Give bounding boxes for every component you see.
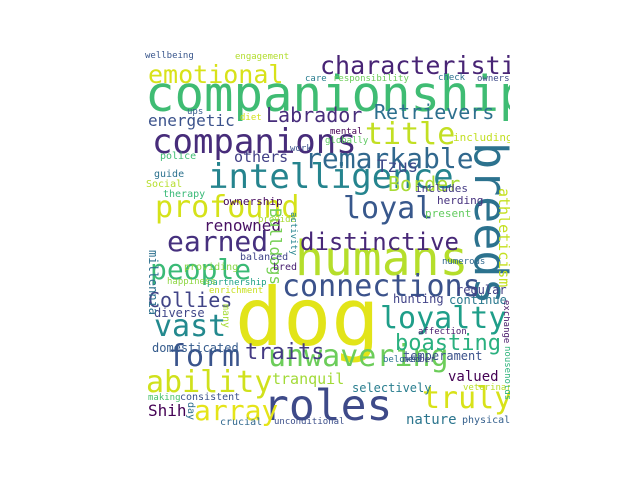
word: loyal: [343, 191, 434, 226]
word: work: [290, 144, 312, 154]
word: humans: [295, 231, 469, 287]
word: therapy: [163, 189, 206, 200]
word: provide: [258, 215, 296, 225]
word: vast: [154, 309, 227, 344]
word: array: [194, 394, 279, 427]
word: numerous: [442, 257, 486, 267]
word: regular: [456, 283, 507, 297]
word: including: [453, 131, 510, 144]
word: renowned: [204, 216, 282, 235]
word: providing: [184, 262, 239, 273]
word: police: [160, 151, 197, 162]
word: beloved: [383, 355, 421, 365]
word: affection: [418, 327, 467, 337]
word: emotional: [148, 60, 284, 89]
word: consistent: [180, 392, 241, 403]
word: day: [185, 402, 196, 421]
word: Tzus: [377, 157, 418, 177]
word: Labrador: [266, 103, 363, 127]
word: globally: [325, 136, 369, 146]
word: earned: [167, 225, 269, 258]
word: responsibility: [333, 74, 409, 84]
word: Social: [146, 179, 183, 190]
word: remarkable: [305, 142, 474, 175]
word: many: [220, 304, 231, 329]
word: diverse: [154, 306, 205, 320]
word: valued: [448, 369, 499, 385]
word: profound: [155, 190, 300, 225]
word: unwavering: [268, 339, 449, 374]
word: member: [403, 355, 436, 365]
word: intelligence: [208, 157, 454, 197]
word: hunting: [393, 292, 444, 306]
word: connections: [282, 269, 481, 304]
word: continue: [449, 293, 507, 307]
word: diet: [240, 113, 262, 123]
word: ability: [146, 365, 273, 400]
word: enrichment: [209, 286, 264, 296]
word: dog: [235, 271, 380, 364]
word: selectively: [352, 381, 432, 395]
word: partnership: [207, 278, 267, 288]
word: unconditional: [274, 417, 345, 427]
word: ownership: [223, 195, 283, 208]
word: balanced: [240, 252, 289, 263]
word: wellbeing: [145, 51, 194, 61]
word: exchange: [501, 300, 510, 344]
word: crucial: [220, 417, 263, 428]
word: companions: [152, 122, 357, 162]
word: Shih: [148, 401, 187, 420]
word: form: [168, 339, 241, 374]
word: temperament: [403, 349, 483, 363]
word: Retrievers: [374, 100, 495, 124]
word: tranquil: [272, 370, 345, 388]
word: herding: [437, 194, 484, 207]
word: households: [502, 346, 510, 401]
word: Border: [388, 172, 461, 196]
word: Bulldogs: [266, 208, 285, 286]
word: Collies: [148, 288, 233, 312]
word: breeds: [464, 142, 510, 305]
word: present: [425, 207, 472, 220]
word: mental: [330, 127, 363, 137]
word: guide: [154, 169, 185, 180]
word: care: [305, 74, 327, 84]
word: owners: [477, 74, 510, 84]
word: others: [234, 148, 289, 166]
word: energetic: [148, 111, 235, 130]
word: includes: [415, 182, 468, 195]
word: nature: [406, 412, 457, 428]
word: loyalty: [380, 301, 507, 336]
word: check: [438, 73, 466, 83]
word: athleticism: [495, 188, 510, 288]
word: companionship: [145, 66, 510, 123]
word: boasting: [395, 331, 501, 356]
word: happiness: [167, 277, 216, 287]
word: domesticated: [152, 341, 239, 355]
word: bred: [273, 262, 298, 273]
word: people: [150, 253, 252, 286]
word-cloud: companionship dog humans roles breeds co…: [140, 50, 510, 430]
word: activity: [288, 212, 298, 256]
word: making: [148, 393, 181, 403]
word: veterinary: [463, 383, 510, 393]
word: roles: [263, 381, 393, 430]
word: characteristics: [320, 51, 510, 80]
word: ups: [187, 107, 204, 117]
word: title: [365, 117, 456, 152]
word: truly: [422, 381, 510, 416]
word: traits: [245, 340, 325, 365]
word: engagement: [235, 52, 290, 62]
word: millennia: [146, 250, 160, 316]
word: distinctive: [300, 228, 459, 256]
word: physical: [462, 415, 510, 426]
